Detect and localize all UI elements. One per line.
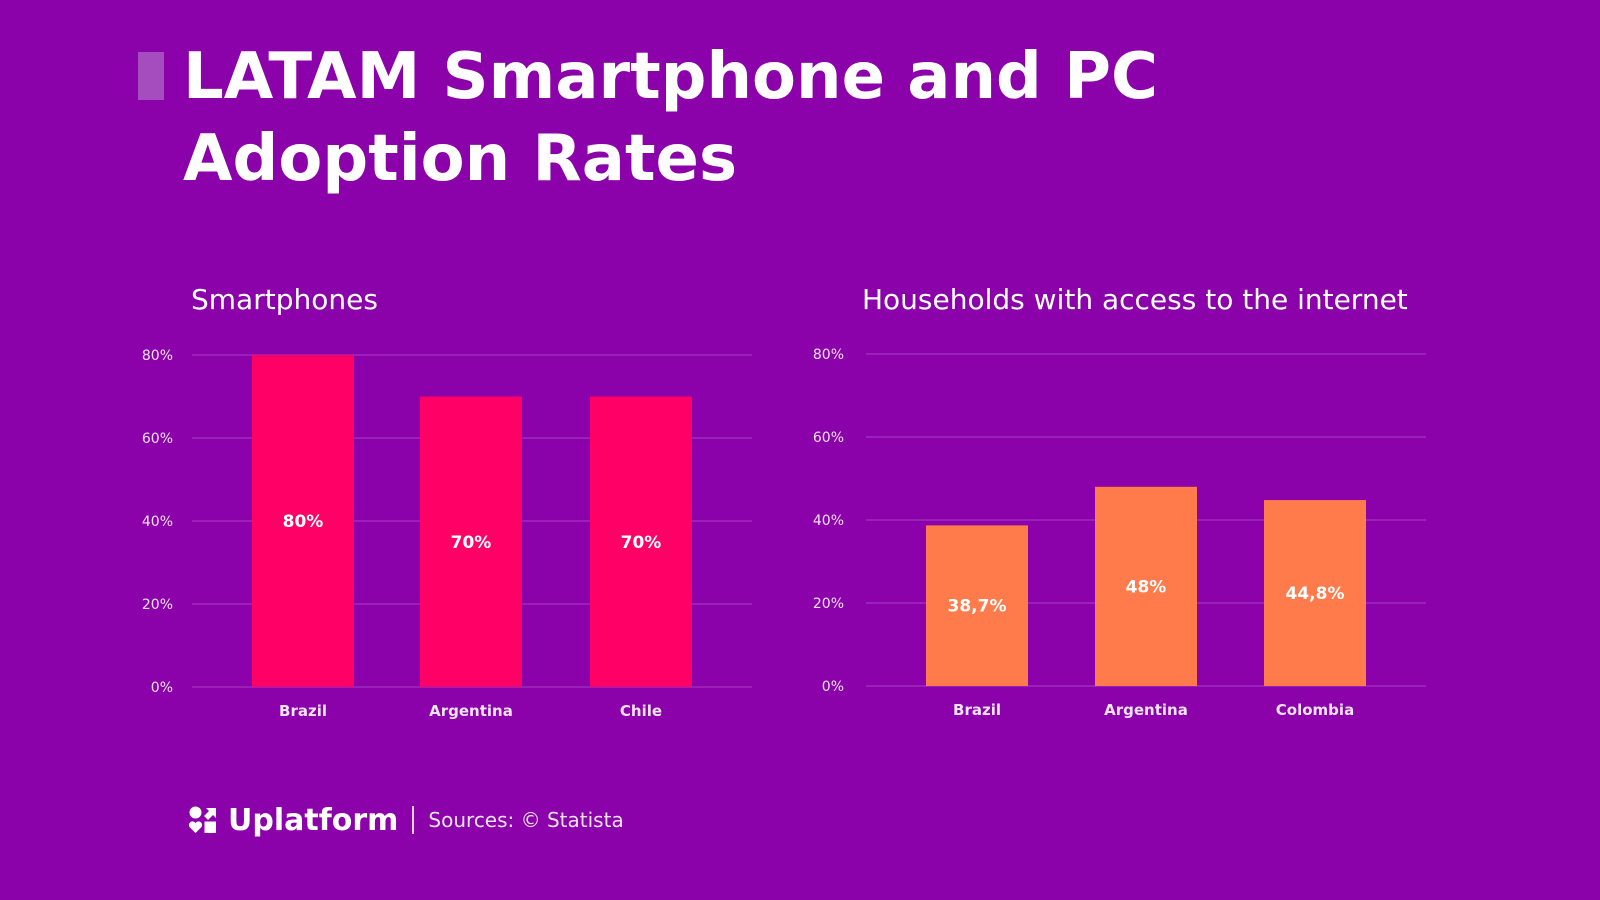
- smartphones-value-label: 70%: [451, 533, 492, 553]
- smartphones-ytick-label: 40%: [142, 514, 173, 530]
- internet-value-label: 38,7%: [948, 597, 1007, 617]
- smartphones-ytick-label: 0%: [151, 680, 173, 696]
- internet-category-label: Colombia: [1276, 701, 1354, 719]
- smartphones-bar: [252, 355, 354, 687]
- internet-category-label: Brazil: [953, 701, 1001, 719]
- smartphones-category-label: Brazil: [279, 702, 327, 720]
- internet-ytick-label: 60%: [813, 430, 844, 446]
- page-title: LATAM Smartphone and PC Adoption Rates: [183, 40, 1158, 196]
- internet-ytick-label: 20%: [813, 596, 844, 612]
- smartphones-ytick-label: 60%: [142, 431, 173, 447]
- internet-ytick-label: 80%: [813, 347, 844, 363]
- internet-value-label: 44,8%: [1286, 584, 1345, 604]
- brand-name: Uplatform: [228, 802, 399, 838]
- smartphones-bar: [420, 396, 522, 687]
- smartphones-chart-title: Smartphones: [191, 283, 378, 316]
- internet-value-label: 48%: [1126, 577, 1167, 597]
- footer: Uplatform Sources: © Statista: [188, 800, 624, 840]
- internet-category-label: Argentina: [1104, 701, 1188, 719]
- sources-text: Sources: © Statista: [428, 808, 624, 832]
- internet-bar: [1264, 500, 1366, 686]
- smartphones-bar: [590, 396, 692, 687]
- footer-divider: [412, 806, 415, 834]
- smartphones-category-label: Chile: [620, 702, 662, 720]
- internet-ytick-label: 40%: [813, 513, 844, 529]
- smartphones-value-label: 70%: [621, 533, 662, 553]
- smartphones-ytick-label: 80%: [142, 348, 173, 364]
- internet-bar: [926, 525, 1028, 686]
- smartphones-value-label: 80%: [283, 512, 324, 532]
- internet-bar: [1095, 486, 1197, 686]
- smartphones-category-label: Argentina: [429, 702, 513, 720]
- uplatform-logo-icon: [188, 806, 216, 833]
- smartphones-ytick-label: 20%: [142, 597, 173, 613]
- title-accent-bar: [138, 52, 164, 100]
- internet-chart-title: Households with access to the internet: [862, 283, 1408, 316]
- internet-ytick-label: 0%: [822, 679, 844, 695]
